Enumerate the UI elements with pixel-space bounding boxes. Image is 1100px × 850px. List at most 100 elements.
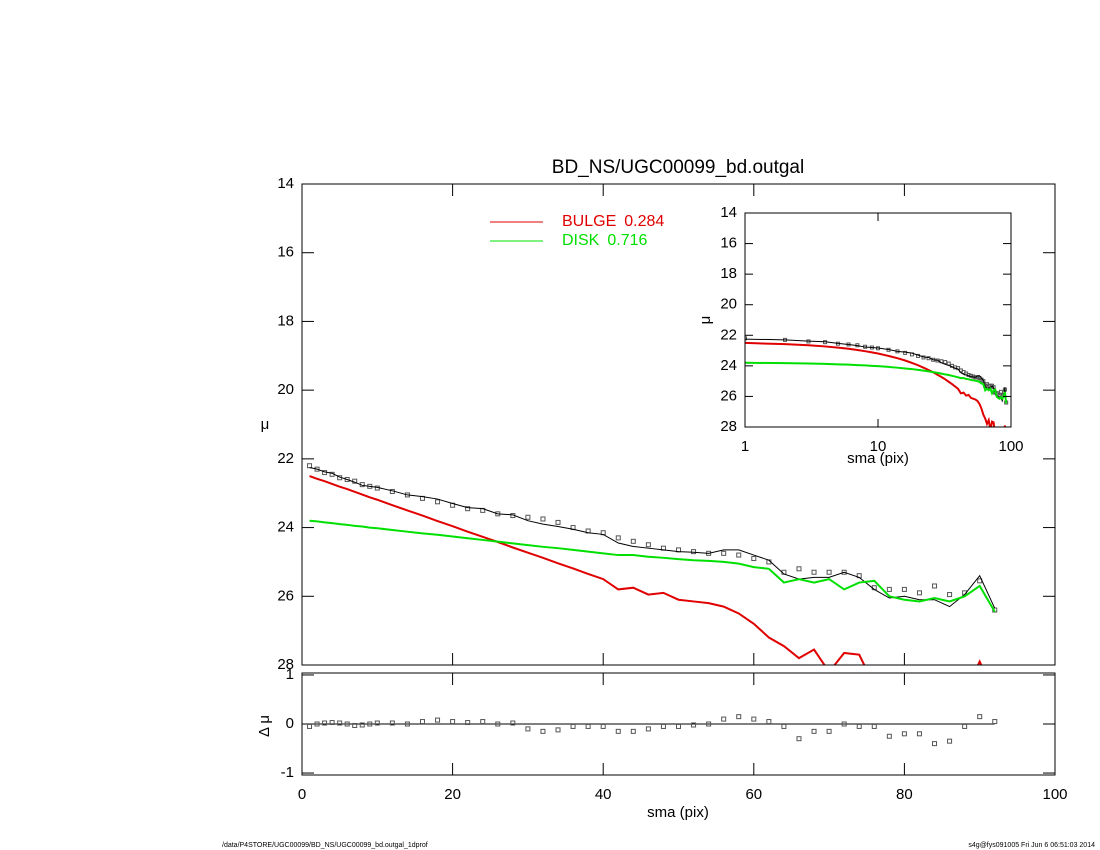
data-point <box>465 506 471 512</box>
residual-point <box>337 720 343 726</box>
residual-point <box>307 723 313 729</box>
residual-point <box>352 722 358 728</box>
footer-path: /data/P4STORE/UGC00099/BD_NS/UGC00099_bd… <box>222 842 428 849</box>
data-point <box>555 519 561 525</box>
y-axis-label: μ <box>261 416 270 433</box>
component-line <box>745 361 1008 404</box>
residual-point <box>645 726 651 732</box>
x-tick-label: 10 <box>870 438 887 455</box>
x-axis-label: sma (pix) <box>647 804 709 821</box>
y-tick-label: 14 <box>720 204 737 221</box>
residual-point <box>419 719 425 725</box>
residual-point <box>721 716 727 722</box>
y-tick-label: 28 <box>277 656 294 673</box>
data-point <box>998 389 1003 394</box>
inset-x-axis-label: sma (pix) <box>847 450 909 467</box>
plot-frame <box>301 183 1056 666</box>
data-point <box>736 552 742 558</box>
residual-point <box>322 720 328 726</box>
data-point <box>540 516 546 522</box>
component-line <box>745 341 1007 427</box>
residual-point <box>450 719 456 725</box>
residual-point <box>992 719 998 725</box>
chart-title: BD_NS/UGC00099_bd.outgal <box>552 157 804 178</box>
component-line <box>309 519 996 613</box>
data-point <box>901 586 907 592</box>
residual-point <box>841 721 847 727</box>
residual-point <box>570 723 576 729</box>
x-tick-label: 1 <box>741 438 749 455</box>
residual-point <box>374 720 380 726</box>
data-point <box>645 542 651 548</box>
y-tick-label: 16 <box>277 244 294 261</box>
y-tick-label: 22 <box>277 450 294 467</box>
x-tick-label: 100 <box>1042 786 1067 803</box>
data-point <box>751 555 757 561</box>
y-tick-label: 24 <box>277 519 294 536</box>
residual-point <box>367 721 373 727</box>
x-tick-label: 0 <box>298 786 306 803</box>
y-tick-label: 28 <box>720 418 737 435</box>
residual-point <box>615 728 621 734</box>
residual-point <box>600 723 606 729</box>
residual-point <box>781 723 787 729</box>
inset-background <box>745 213 1011 427</box>
x-tick-label: 80 <box>896 786 913 803</box>
residual-point <box>676 723 681 729</box>
data-point <box>943 360 948 365</box>
legend-fraction: 0.284 <box>624 213 664 230</box>
y-tick-label: 20 <box>277 381 294 398</box>
model-line <box>309 466 996 609</box>
component-line <box>309 475 983 665</box>
legend-label: DISK 0.716 <box>562 232 647 249</box>
residual-point <box>585 723 591 729</box>
inset-plot <box>745 336 1009 427</box>
data-point <box>435 499 441 505</box>
main-plot <box>307 463 998 665</box>
x-tick-label: 20 <box>444 786 461 803</box>
y-tick-label: 0 <box>286 715 294 732</box>
data-point <box>826 569 832 575</box>
y-tick-label: 26 <box>720 387 737 404</box>
data-point <box>307 463 313 469</box>
residual-point <box>314 721 320 727</box>
residual-point <box>525 726 531 732</box>
residual-point <box>510 720 516 726</box>
residual-point <box>691 722 697 728</box>
data-point <box>721 550 727 556</box>
data-point <box>811 569 817 575</box>
data-point <box>745 336 747 341</box>
residual-point <box>495 721 501 727</box>
residual-point <box>811 728 817 734</box>
y-axis-label: Δ μ <box>256 715 273 737</box>
residual-point <box>901 731 907 737</box>
y-tick-label: 16 <box>720 235 737 252</box>
residual-point <box>555 727 561 733</box>
residual-point <box>977 714 983 720</box>
residual-point <box>389 720 395 726</box>
residual-point <box>404 721 410 727</box>
legend-name: DISK <box>562 232 600 249</box>
data-point <box>903 350 908 355</box>
y-tick-label: 18 <box>720 265 737 282</box>
y-tick-label: 26 <box>277 587 294 604</box>
y-tick-label: 20 <box>720 296 737 313</box>
residual-point <box>796 736 802 742</box>
residual-point <box>329 720 335 726</box>
residual-point <box>540 728 546 734</box>
residual-point <box>359 722 365 728</box>
residual-point <box>660 723 666 729</box>
data-point <box>691 549 697 555</box>
data-point <box>947 592 953 598</box>
footer-stamp: s4g@fys091005 Fri Jun 6 06:51:03 2014 <box>968 842 1095 849</box>
residual-point <box>766 719 772 725</box>
legend-label: BULGE 0.284 <box>562 213 664 230</box>
data-point <box>525 514 531 520</box>
data-point <box>916 590 922 596</box>
residual-point <box>886 733 892 739</box>
residual-point <box>435 717 441 723</box>
data-point <box>886 586 892 592</box>
x-tick-label: 40 <box>595 786 612 803</box>
residual-point <box>916 731 922 737</box>
residual-point <box>871 723 877 729</box>
